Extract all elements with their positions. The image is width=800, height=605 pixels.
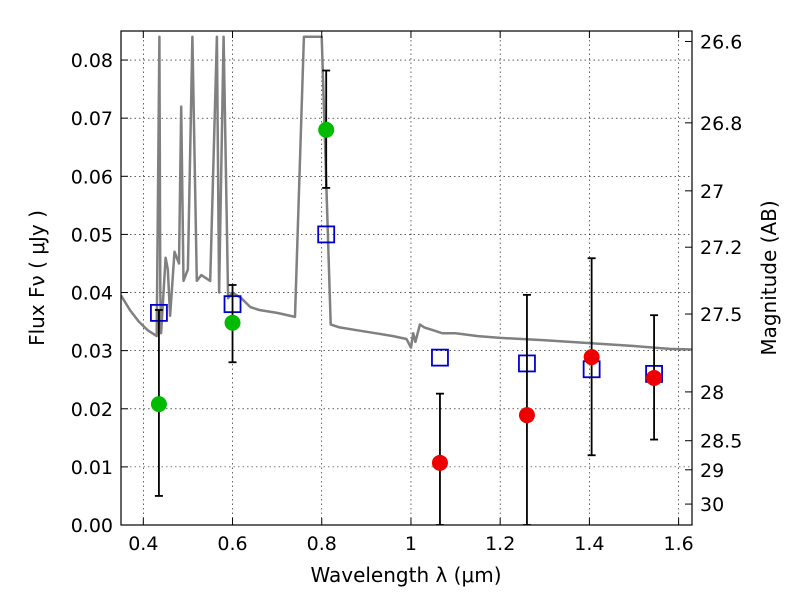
y-tick-label: 0.00 — [71, 515, 113, 537]
right-tick-label: 29 — [700, 460, 724, 482]
y-tick-label: 0.08 — [71, 50, 113, 72]
green-data-point — [318, 121, 335, 138]
y-tick-label: 0.05 — [71, 224, 113, 246]
y-tick-label: 0.01 — [71, 457, 113, 479]
right-tick-label: 28.5 — [700, 431, 742, 453]
spectrum-line — [121, 35, 692, 351]
tick-layer: 0.4 0.6 0.8 1 1.2 1.4 1.6 0.00 0.01 0.02 0.03 0.04 0… — [71, 31, 742, 555]
plot-frame — [120, 30, 693, 526]
red-data-point — [518, 407, 535, 424]
right-tick-label: 28 — [700, 382, 724, 404]
right-tick-label: 30 — [700, 494, 724, 516]
right-tick-label: 27.2 — [700, 237, 742, 259]
x-tick-label: 1.4 — [574, 533, 604, 555]
x-tick-label: 0.4 — [128, 533, 158, 555]
red-data-point — [583, 349, 600, 366]
green-data-point — [224, 314, 241, 331]
y-tick-label: 0.06 — [71, 166, 113, 188]
model-square-point — [317, 225, 336, 244]
right-axis-title: Magnitude (AB) — [757, 200, 781, 355]
right-tick-label: 27 — [700, 181, 724, 203]
right-tick-label: 26.6 — [700, 31, 742, 53]
model-square-point — [431, 348, 449, 367]
red-data-point — [431, 454, 448, 471]
y-tick-label: 0.07 — [71, 108, 113, 130]
x-tick-label: 1.2 — [485, 533, 515, 555]
x-tick-label: 1.6 — [664, 533, 694, 555]
y-axis-title: Flux Fν ( μJy ) — [25, 210, 49, 346]
right-tick-label: 26.8 — [700, 113, 742, 135]
y-tick-label: 0.03 — [71, 341, 113, 363]
plot-layer — [121, 35, 692, 525]
green-data-point — [150, 396, 167, 413]
x-axis-title: Wavelength λ (μm) — [310, 563, 501, 587]
x-tick-label: 0.6 — [217, 533, 247, 555]
y-tick-label: 0.02 — [71, 399, 113, 421]
y-tick-label: 0.04 — [71, 283, 113, 305]
right-tick-label: 27.5 — [700, 304, 742, 326]
red-data-point — [646, 369, 663, 386]
x-tick-label: 1 — [405, 533, 417, 555]
x-tick-label: 0.8 — [307, 533, 337, 555]
